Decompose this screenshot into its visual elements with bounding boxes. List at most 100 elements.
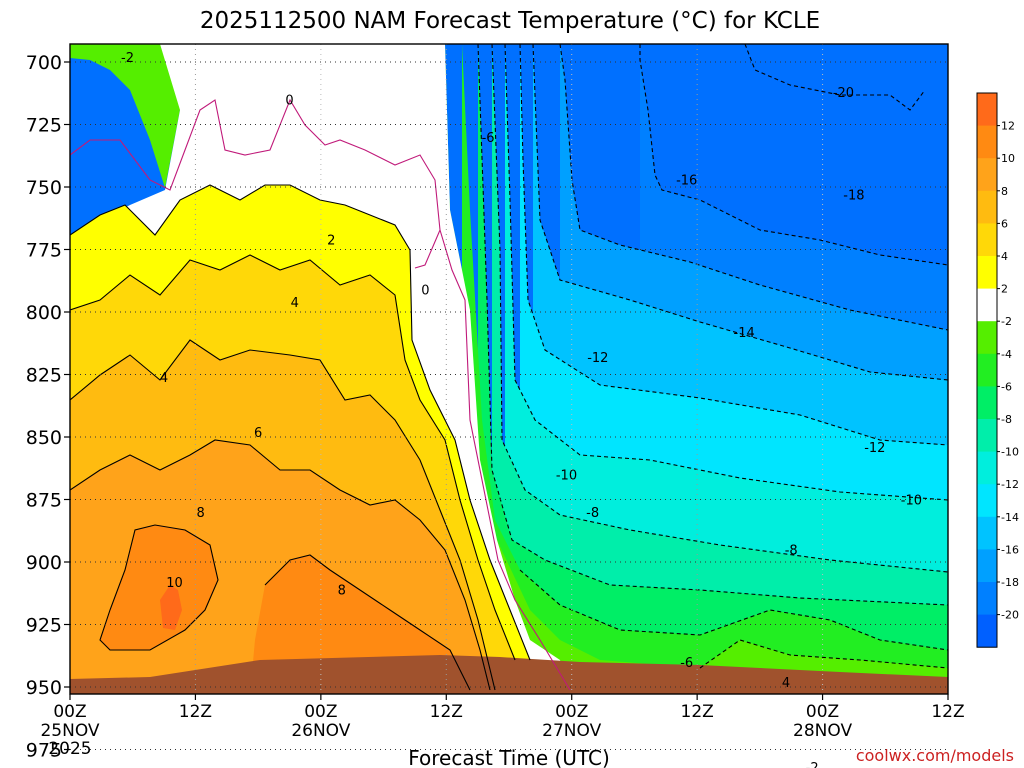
contour-label: -18 xyxy=(843,189,864,204)
contour-label: -12 xyxy=(864,441,885,456)
colorbar-label: -12 xyxy=(1001,478,1019,491)
contour-label: 6 xyxy=(254,426,262,441)
contour-minus-2-low xyxy=(699,639,948,669)
x-tick-label: 00Z xyxy=(304,702,337,722)
contour-10-b xyxy=(264,554,471,691)
colorbar-swatch xyxy=(977,353,997,387)
terrain xyxy=(70,655,948,694)
colorbar-swatch xyxy=(977,614,997,648)
band-plus-10 xyxy=(100,525,470,694)
contour-label: 8 xyxy=(338,584,346,599)
y-tick-label: 875 xyxy=(26,490,62,512)
y-tick-label: 850 xyxy=(26,427,62,449)
contour-minus-20 xyxy=(744,44,926,111)
colorbar-label: -6 xyxy=(1001,380,1012,393)
y-tick-label: 950 xyxy=(26,677,62,699)
contour-label: 2 xyxy=(327,234,335,249)
contour-label: 0 xyxy=(285,94,293,109)
contour-2 xyxy=(70,184,531,661)
colorbar-label: -8 xyxy=(1001,413,1012,426)
plot-frame xyxy=(69,43,949,695)
y-tick-label: 925 xyxy=(26,615,62,637)
contour-label: 4 xyxy=(160,371,168,386)
colorbar-label: -4 xyxy=(1001,348,1012,361)
colorbar-legend: 12 10 8 6 4 2 -2 -4 -6 -8 -10 -12 -14 -16 -18 -20 xyxy=(976,92,1019,648)
contour-label: -6 xyxy=(482,131,495,146)
y-tick-label: 900 xyxy=(26,552,62,574)
contour-label: -16 xyxy=(676,174,697,189)
contour-6 xyxy=(70,339,496,691)
colorbar-swatch xyxy=(977,125,997,159)
colorbar-label: -2 xyxy=(1001,315,1012,328)
contour-label: -10 xyxy=(556,469,577,484)
y-axis: 700 725 750 775 800 825 850 875 900 925 950 975 xyxy=(26,52,70,762)
colorbar-swatch xyxy=(977,549,997,583)
contour-label: -14 xyxy=(734,326,755,341)
colorbar-label: 2 xyxy=(1001,283,1008,296)
colorbar-swatch xyxy=(977,256,997,289)
colorbar-swatch xyxy=(977,516,997,550)
colorbar-swatch xyxy=(977,484,997,518)
contour-label: -8 xyxy=(785,544,798,559)
contour-label: 0 xyxy=(421,284,429,299)
x-tick-label: 12Z xyxy=(931,702,964,722)
x-date-label: 26NOV xyxy=(291,721,350,741)
colorbar-swatch xyxy=(977,288,997,322)
x-tick-label: 12Z xyxy=(430,702,463,722)
colorbar-label: -20 xyxy=(1001,609,1019,622)
contour-label: -12 xyxy=(587,351,608,366)
x-tick-label: 00Z xyxy=(555,702,588,722)
x-tick-label: 12Z xyxy=(179,702,212,722)
contour-minus-12 xyxy=(519,44,948,446)
colorbar-label: -18 xyxy=(1001,576,1019,589)
colorbar-frame xyxy=(976,92,998,648)
colorbar-label: -14 xyxy=(1001,511,1019,524)
colorbar-label: -10 xyxy=(1001,446,1019,459)
contour-label: 8 xyxy=(197,506,205,521)
contour-label: -6 xyxy=(680,656,693,671)
contour-minus-10 xyxy=(504,44,948,501)
x-tick-label: 00Z xyxy=(806,702,839,722)
colorbar-swatch xyxy=(977,190,997,224)
colorbar-swatch xyxy=(977,419,997,452)
contour-label: -20 xyxy=(833,86,854,101)
x-tick-label: 12Z xyxy=(681,702,714,722)
contour-label: -10 xyxy=(901,494,922,509)
contour-label: -8 xyxy=(586,506,599,521)
colorbar-swatch xyxy=(977,158,997,192)
contour-label: -2 xyxy=(806,761,819,768)
y-tick-label: 700 xyxy=(26,52,62,74)
contour-minus-8 xyxy=(491,44,948,573)
colorbar-label: 4 xyxy=(1001,250,1008,263)
colorbar-label: 10 xyxy=(1001,152,1015,165)
x-year-label: 2025 xyxy=(48,739,91,759)
contour-label: 4 xyxy=(291,296,299,311)
contour-minus-6 xyxy=(477,44,948,606)
band-minus-2-upper-left xyxy=(70,44,190,188)
plot-area xyxy=(70,44,948,694)
colorbar-swatch xyxy=(977,582,997,615)
contour-minus-14 xyxy=(532,44,948,381)
y-tick-label: 825 xyxy=(26,365,62,387)
y-tick-label: 750 xyxy=(26,177,62,199)
colorbar-label: 6 xyxy=(1001,217,1008,230)
colorbar-swatch xyxy=(977,321,997,355)
x-date-label: 28NOV xyxy=(793,721,852,741)
x-date-label: 25NOV xyxy=(40,721,99,741)
x-date-label: 27NOV xyxy=(542,721,601,741)
contour-10 xyxy=(99,524,219,651)
contour-8 xyxy=(70,439,491,691)
contour-label: -2 xyxy=(121,51,134,66)
contour-label: 10 xyxy=(166,576,183,591)
y-tick-label: 725 xyxy=(26,115,62,137)
y-tick-label: 775 xyxy=(26,240,62,262)
colorbar-swatch xyxy=(977,386,997,420)
colorbar-label: 8 xyxy=(1001,185,1008,198)
band-minus-8 xyxy=(492,44,948,694)
contour-minus-16 xyxy=(559,44,948,331)
contour-zero-right xyxy=(439,229,571,691)
contour-minus-4 xyxy=(519,569,948,651)
